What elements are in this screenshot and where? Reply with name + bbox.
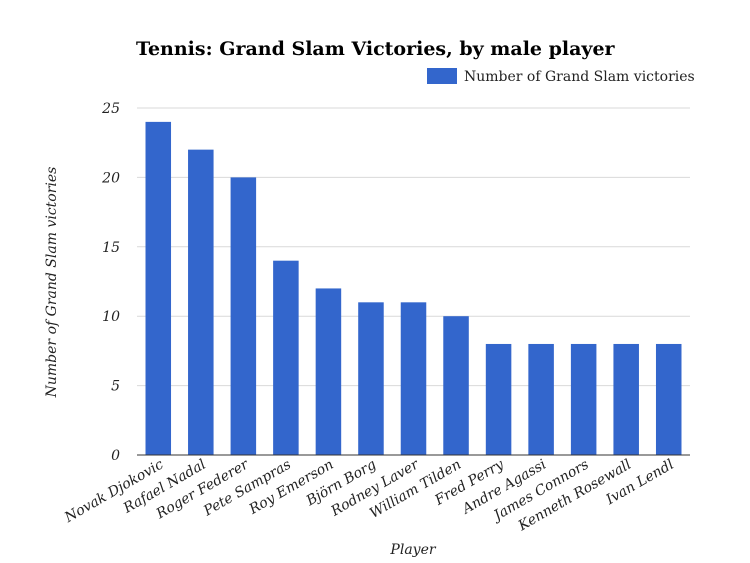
bar [188,149,214,455]
y-tick-label: 25 [101,101,120,117]
bar [273,260,299,455]
bar [400,302,427,455]
bar [528,343,554,455]
bar [230,177,257,455]
bar [655,343,682,455]
chart-title: Tennis: Grand Slam Victories, by male pl… [136,38,616,60]
bar [570,343,597,455]
y-tick-label: 0 [111,448,120,464]
bar [443,316,469,455]
x-axis-title: Player [389,542,436,558]
bar [358,302,384,455]
bar [145,121,172,455]
gridlines [137,107,690,387]
y-tick-label: 20 [101,170,120,186]
legend-swatch [427,68,457,84]
bar [315,288,342,455]
y-tick-label: 10 [102,309,120,325]
y-axis-title: Number of Grand Slam victories [44,167,60,399]
bar [613,343,639,455]
y-tick-label: 5 [111,379,120,395]
bar [485,343,512,455]
legend: Number of Grand Slam victories [427,68,695,85]
y-axis-ticks: 0 5 10 15 20 25 [101,101,120,464]
legend-label: Number of Grand Slam victories [464,69,695,85]
y-tick-label: 15 [102,240,120,256]
bars [145,121,682,455]
